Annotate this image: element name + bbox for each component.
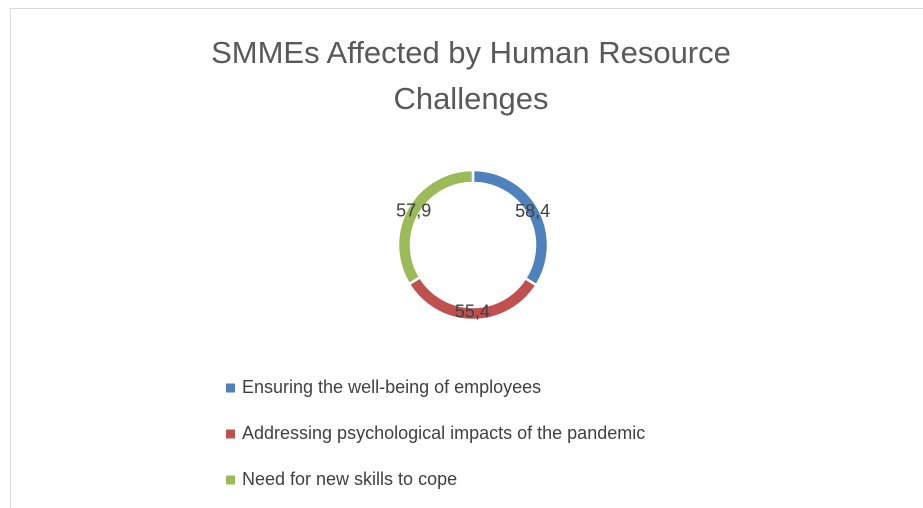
doughnut-segment [396, 168, 475, 286]
chart-border [10, 8, 923, 508]
legend-label: Addressing psychological impacts of the … [242, 423, 645, 443]
legend-label: Ensuring the well-being of employees [242, 377, 541, 397]
legend-swatch [226, 475, 235, 485]
doughnut-segment [471, 168, 550, 287]
legend-swatch [226, 383, 235, 393]
data-label: 58,4 [515, 201, 550, 221]
data-label: 57,9 [396, 200, 431, 220]
legend-swatch [226, 429, 235, 439]
data-label: 55,4 [455, 302, 490, 322]
chart-title: SMMEs Affected by Human Resource Challen… [211, 35, 731, 116]
legend-label: Need for new skills to cope [242, 469, 457, 489]
